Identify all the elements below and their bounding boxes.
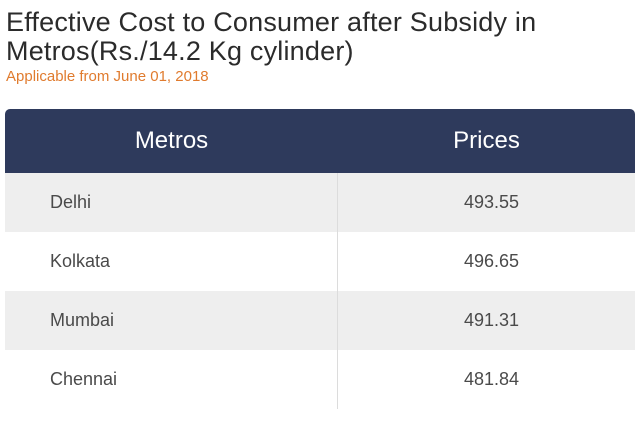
page-title: Effective Cost to Consumer after Subsidy… xyxy=(6,7,537,66)
column-header-metros: Metros xyxy=(134,127,209,154)
price-cell: 491.31 xyxy=(463,310,520,330)
table-row: Delhi 493.55 xyxy=(5,173,635,232)
table-row: Chennai 481.84 xyxy=(5,350,635,409)
metro-cell: Kolkata xyxy=(5,232,338,291)
metro-cell: Mumbai xyxy=(5,291,338,350)
metro-cell: Chennai xyxy=(5,350,338,409)
table-row: Mumbai 491.31 xyxy=(5,291,635,350)
effective-date-subtitle: Applicable from June 01, 2018 xyxy=(6,68,209,85)
table-header: Metros Prices xyxy=(5,109,635,173)
metro-cell: Delhi xyxy=(5,173,338,232)
price-cell: 481.84 xyxy=(463,369,520,389)
column-header-prices: Prices xyxy=(453,127,520,154)
price-cell: 496.65 xyxy=(463,251,520,271)
price-cell: 493.55 xyxy=(463,192,520,212)
price-table: Metros Prices Delhi 493.55 Kolkata 496.6… xyxy=(5,109,635,409)
table-row: Kolkata 496.65 xyxy=(5,232,635,291)
